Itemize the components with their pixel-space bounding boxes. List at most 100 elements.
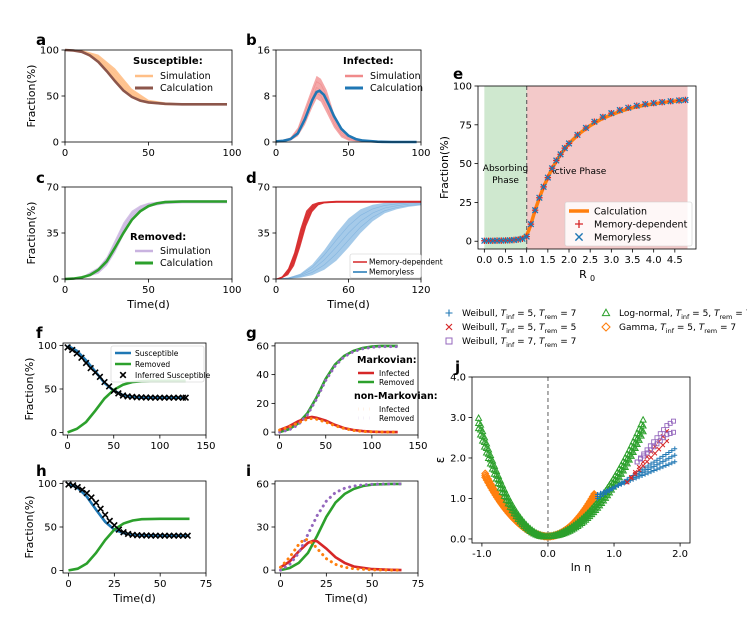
legend-text-part: T — [660, 323, 667, 333]
legend-label: Memoryless — [594, 233, 651, 244]
memory-dependent-band — [276, 200, 421, 279]
weibull-5-7-point — [660, 464, 666, 470]
y-tick-label: 50 — [44, 523, 57, 534]
log-normal-point — [635, 435, 643, 443]
legend-text-part: inf — [681, 313, 690, 321]
weibull-5-7-point — [642, 471, 648, 477]
log-normal-point — [615, 473, 624, 481]
x-tick-label: 3.0 — [603, 255, 619, 266]
legend-label: Infected — [379, 369, 410, 378]
panel-j: -1.0 0.0 1.0 2.0 0.0 1.0 2.0 3.0 4.0 ln η ε — [433, 373, 691, 574]
legend-text-part: Log-normal, — [619, 309, 676, 319]
legend-label: Calculation — [160, 83, 213, 94]
y-tick-label: 40 — [256, 370, 269, 381]
panel-e: Absorbing Phase Active Phase 0.0 0.5 1.0 1.5 2.… — [438, 82, 697, 283]
panel-label-f: f — [36, 324, 43, 342]
x-axis-label: ln η — [571, 561, 592, 574]
x-tick-label: 50 — [142, 148, 155, 159]
log-normal-point — [496, 476, 505, 484]
weibull-5-7-point — [663, 452, 669, 457]
x-tick-label: 2.5 — [582, 255, 598, 266]
y-tick-label: 75 — [459, 120, 472, 131]
weibull-5-7-point — [666, 450, 672, 455]
x-tick-label: 1.0 — [606, 549, 622, 560]
weibull-5-7-point — [633, 475, 639, 481]
legend-text-part: T — [501, 309, 508, 319]
simulation-trace — [275, 204, 422, 280]
x-tick-label: 2.0 — [672, 549, 688, 560]
log-normal-point — [627, 451, 636, 459]
legend-label: Memory-dependent — [369, 258, 443, 267]
x-tick-label: 4.5 — [667, 255, 683, 266]
weibull-5-7-point — [669, 448, 675, 454]
weibull-5-7-point — [666, 455, 672, 461]
weibull-5-7-point — [630, 476, 636, 482]
legend-text-part: rem — [720, 313, 733, 321]
log-normal-point — [490, 461, 499, 469]
calculation-line — [64, 48, 227, 106]
weibull-5-7-point — [654, 457, 660, 463]
non-markov-removed-line — [279, 482, 403, 572]
inferred-susceptible-point — [78, 354, 85, 362]
x-tick-label: 0.0 — [540, 549, 556, 560]
memoryless-point — [531, 206, 539, 214]
memoryless-point — [544, 174, 552, 181]
memoryless-point — [616, 106, 624, 114]
log-normal-point — [494, 471, 503, 479]
log-normal-point — [613, 476, 622, 484]
weibull-5-7-point — [648, 469, 654, 475]
weibull-5-7-point — [657, 465, 663, 471]
y-tick-label: 50 — [44, 385, 57, 396]
legend-box — [110, 345, 205, 383]
x-tick-label: 0 — [273, 148, 279, 159]
legend-text-part: rem — [545, 313, 558, 321]
weibull-5-7-point — [672, 459, 678, 465]
weibull-5-7-point — [672, 446, 678, 452]
x-tick-label: 50 — [107, 441, 120, 452]
y-tick-label: 50 — [46, 92, 59, 103]
memoryless-point — [682, 96, 689, 104]
y-tick-label: 60 — [256, 341, 269, 352]
x-tick-label: 150 — [196, 441, 215, 452]
weibull-5-7-point — [657, 460, 663, 466]
weibull-5-5-point — [656, 446, 662, 452]
markov-infected-line — [279, 415, 398, 434]
non-markov-infected-line — [279, 537, 403, 572]
inferred-susceptible-point — [101, 511, 109, 519]
weibull-5-5-point — [632, 471, 638, 477]
x-tick-label: 3.5 — [625, 255, 641, 266]
x-tick-label: 0 — [62, 148, 68, 159]
weibull-7-7-point — [657, 438, 663, 444]
weibull-5-7-point — [663, 457, 669, 463]
simulation-trace — [275, 203, 422, 280]
panel-i: 0 25 50 75 0 30 60 Time(d) — [256, 479, 424, 605]
x-tick-label: 0.5 — [498, 255, 514, 266]
legend-text-part: rem — [704, 327, 717, 335]
gamma-point — [590, 489, 599, 499]
x-tick-label: 100 — [222, 285, 241, 296]
weibull-5-7-point — [651, 463, 657, 469]
y-tick-label: 70 — [46, 183, 59, 194]
legend-label: Removed — [379, 378, 414, 387]
memoryless-point — [553, 157, 560, 164]
y-tick-label: 30 — [256, 523, 269, 534]
y-tick-label: 1.0 — [450, 494, 466, 505]
legend-text-part: inf — [666, 327, 675, 335]
legend-text-part: T — [539, 323, 546, 333]
legend-text-part: = 7 — [717, 323, 736, 333]
weibull-5-7-point — [663, 463, 669, 468]
legend-label: Gamma, Tinf = 5, Trem = 7 — [619, 323, 736, 335]
log-normal-point — [625, 455, 634, 463]
x-tick-label: 1.5 — [540, 255, 556, 266]
x-tick-label: 100 — [150, 441, 169, 452]
weibull-5-7-point — [672, 452, 678, 458]
weibull-5-7-point — [666, 461, 672, 467]
x-tick-label: 60 — [342, 285, 355, 296]
memoryless-point — [599, 113, 607, 121]
legend-marker — [601, 308, 611, 317]
legend-text-part: inf — [506, 327, 515, 335]
legend-marker — [445, 323, 453, 331]
legend-text-part: = 5 — [557, 323, 576, 333]
y-tick-label: 3.0 — [450, 413, 466, 424]
weibull-7-7-point — [644, 447, 650, 453]
